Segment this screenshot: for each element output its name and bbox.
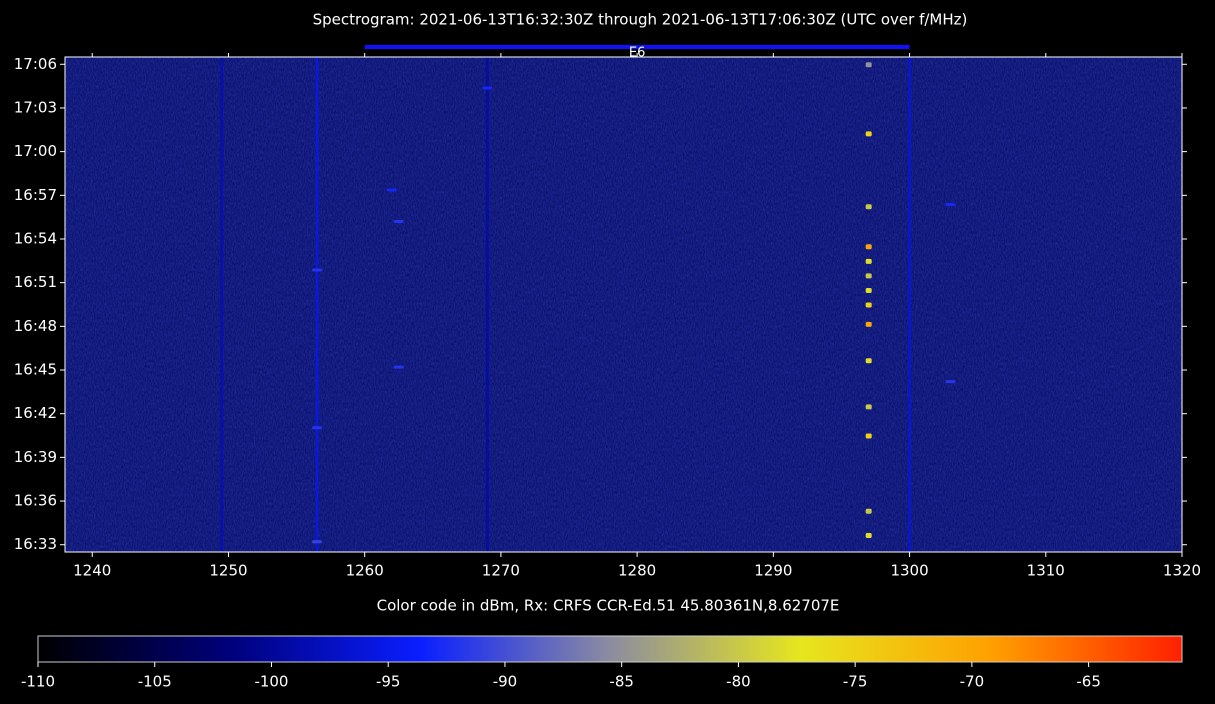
streak [485,57,489,552]
signal [865,533,872,539]
signal [393,220,404,223]
colorbar-tick-label: -80 [726,673,751,691]
x-tick-label: 1300 [890,562,928,580]
x-tick-label: 1260 [346,562,384,580]
signal [393,365,404,369]
y-tick-label: 17:03 [14,98,57,116]
y-tick-label: 16:51 [14,273,57,291]
colorbar-tick-label: -100 [254,673,288,691]
signal [865,302,872,308]
y-tick-label: 16:33 [14,535,57,553]
y-tick-label: 16:54 [14,229,57,247]
x-tick-label: 1320 [1163,562,1201,580]
signal [865,62,872,68]
x-tick-label: 1270 [482,562,520,580]
y-tick-label: 16:36 [14,492,57,510]
x-tick-label: 1240 [73,562,111,580]
colorbar-tick-label: -75 [843,673,868,691]
signal [865,508,872,514]
signal [945,203,956,207]
colorbar-label: Color code in dBm, Rx: CRFS CCR-Ed.51 45… [377,597,840,615]
y-tick-label: 16:57 [14,186,57,204]
signal [865,358,872,364]
signal [945,380,956,384]
signal [865,321,872,327]
signal [312,268,323,272]
x-tick-label: 1310 [1027,562,1065,580]
x-tick-label: 1280 [618,562,656,580]
colorbar-tick-label: -85 [609,673,634,691]
signal [386,188,397,192]
streak [908,57,912,552]
streak [315,57,319,552]
plot-frame [64,56,1183,553]
y-tick-label: 16:45 [14,361,57,379]
colorbar-tick-label: -110 [21,673,55,691]
band-bar [364,45,910,49]
x-tick-label: 1290 [754,562,792,580]
colorbar-tick-label: -95 [376,673,401,691]
y-tick-label: 16:42 [14,404,57,422]
signal [312,426,323,430]
y-tick-label: 16:48 [14,317,57,335]
y-tick-label: 17:00 [14,142,57,160]
signal [865,131,872,137]
colorbar [37,635,1183,663]
colorbar-tick-label: -70 [960,673,985,691]
y-tick-label: 16:39 [14,448,57,466]
chart-title: Spectrogram: 2021-06-13T16:32:30Z throug… [313,11,968,29]
signal [865,287,872,293]
signal [865,204,872,210]
y-tick-label: 17:06 [14,55,57,73]
colorbar-tick-label: -65 [1076,673,1101,691]
band-label: E6 [629,46,646,61]
colorbar-tick-label: -105 [138,673,172,691]
signal [865,404,872,410]
signal [312,540,323,544]
x-tick-label: 1250 [209,562,247,580]
streak [220,57,224,552]
signal [865,433,872,439]
colorbar-tick-label: -90 [493,673,518,691]
signal [865,244,872,250]
signal [482,86,493,90]
noise-texture [65,57,1182,552]
signal [865,273,872,279]
signal [865,258,872,264]
